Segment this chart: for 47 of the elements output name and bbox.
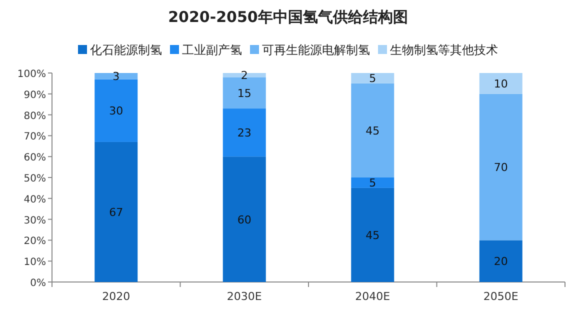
data-label: 30 (109, 104, 124, 118)
data-label: 67 (109, 206, 124, 219)
legend-label: 化石能源制氢 (90, 43, 162, 57)
bar (222, 108, 266, 157)
bar (94, 142, 138, 282)
bar (94, 73, 138, 80)
y-tick-label: 40% (24, 194, 46, 206)
data-label: 70 (494, 161, 508, 174)
bar (222, 156, 266, 282)
bar (222, 77, 266, 109)
bar (351, 178, 394, 188)
data-label: 15 (237, 86, 252, 100)
y-tick-label: 10% (24, 257, 46, 268)
y-tick-label: 80% (24, 110, 46, 122)
legend-label: 可再生能源电解制氢 (262, 43, 370, 57)
y-tick-label: 70% (24, 132, 46, 143)
data-label: 45 (366, 124, 380, 138)
x-tick-label: 2040E (355, 290, 390, 303)
x-tick-label: 2020 (102, 290, 130, 303)
chart-title: 2020-2050年中国氢气供给结构图 (168, 8, 408, 26)
data-label: 5 (369, 176, 376, 190)
data-label: 45 (366, 228, 380, 242)
bar (351, 188, 394, 282)
bar (479, 240, 522, 282)
y-tick-label: 30% (24, 215, 46, 226)
y-tick-label: 100% (17, 69, 46, 80)
x-tick-label: 2030E (226, 290, 262, 303)
data-label: 3 (112, 70, 120, 84)
y-tick-label: 0% (30, 278, 46, 289)
y-tick-label: 90% (24, 90, 46, 101)
y-tick-label: 20% (24, 236, 46, 248)
bar (94, 79, 138, 142)
bar (351, 73, 394, 84)
data-label: 20 (494, 255, 508, 268)
legend-label: 生物制氢等其他技术 (390, 43, 498, 57)
data-label: 2 (240, 69, 248, 82)
bar (351, 83, 394, 178)
data-label: 5 (369, 72, 376, 86)
bar (479, 73, 522, 94)
data-label: 10 (494, 77, 508, 90)
data-label: 23 (237, 126, 252, 140)
bar (479, 94, 522, 240)
x-tick-label: 2050E (483, 290, 518, 303)
legend-label: 工业副产氢 (182, 43, 242, 57)
y-tick-label: 60% (24, 152, 46, 164)
y-tick-label: 50% (24, 174, 46, 184)
data-label: 60 (237, 213, 252, 226)
